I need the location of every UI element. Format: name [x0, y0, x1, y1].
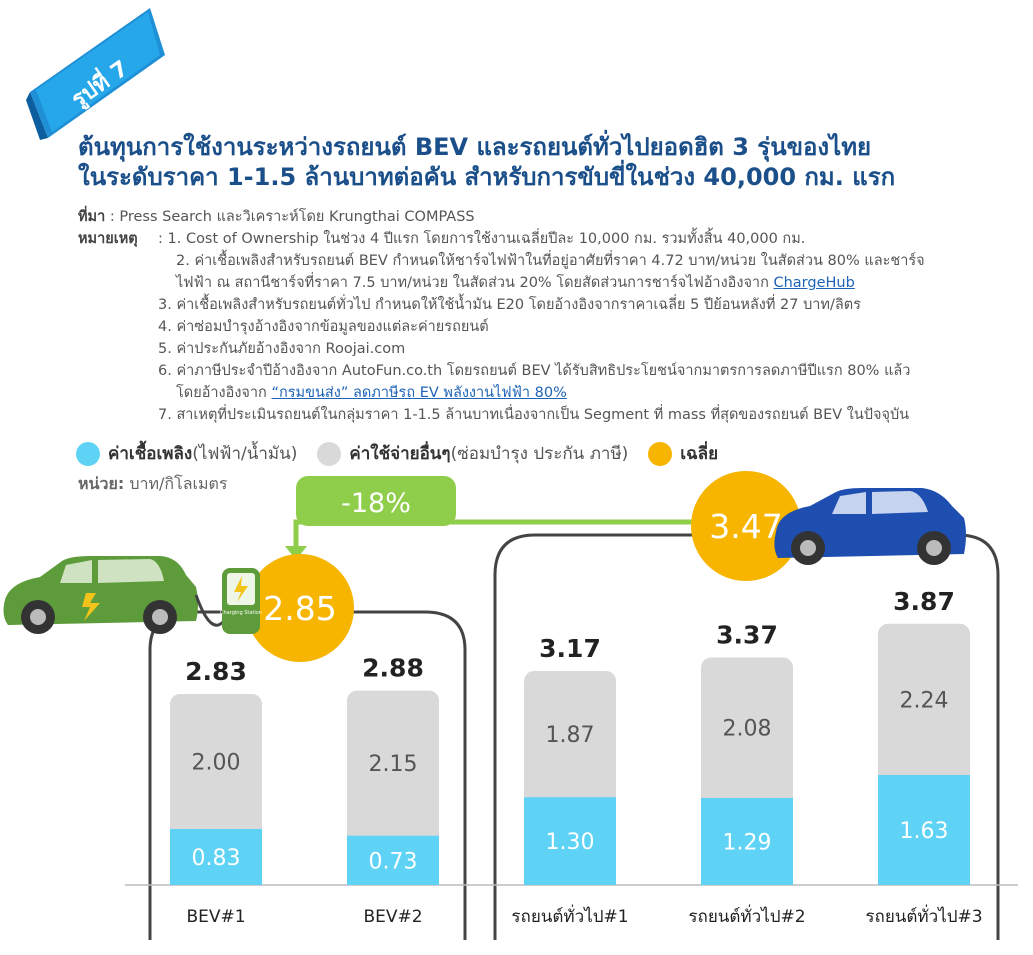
- x-tick-label-3: รถยนต์ทั่วไป#2: [688, 904, 805, 927]
- source-label: ที่มา: [78, 209, 106, 225]
- difference-arrowhead: [285, 546, 307, 560]
- chart-title: ต้นทุนการใช้งานระหว่างรถยนต์ BEV และรถยน…: [78, 132, 1018, 192]
- average-circle-0: [246, 554, 354, 662]
- bar-fuel-3: [701, 797, 793, 885]
- dlt-link[interactable]: “กรมขนส่ง” ลดภาษีรถ EV พลังงานไฟฟ้า 80%: [271, 385, 567, 401]
- data-label-other-0: 2.00: [192, 750, 241, 775]
- bar-other-4: [878, 623, 970, 787]
- unit-label: หน่วย:: [78, 474, 125, 493]
- note-5: 5. ค่าประกันภัยอ้างอิงจาก Roojai.com: [158, 341, 406, 357]
- bar-fuel-1: [347, 835, 439, 885]
- data-label-other-2: 1.87: [546, 723, 595, 748]
- legend-fuel: ค่าเชื้อเพลิง (ไฟฟ้า/น้ำมัน): [76, 440, 297, 467]
- charger-caption: Charging Station: [220, 610, 262, 616]
- data-label-fuel-3: 1.29: [723, 830, 772, 855]
- data-label-other-1: 2.15: [369, 752, 418, 777]
- data-label-fuel-2: 1.30: [546, 830, 595, 855]
- x-tick-label-1: BEV#2: [363, 907, 422, 927]
- data-label-other-4: 2.24: [900, 688, 949, 713]
- bar-other-1: [347, 690, 439, 848]
- source-line: ที่มา : Press Search และวิเคราะห์โดย Kru…: [78, 206, 1023, 228]
- data-label-total-3: 3.37: [716, 621, 778, 650]
- data-label-total-2: 3.17: [539, 634, 601, 663]
- title-line-1: ต้นทุนการใช้งานระหว่างรถยนต์ BEV และรถยน…: [78, 133, 872, 161]
- difference-label: -18%: [341, 488, 411, 519]
- data-label-fuel-4: 1.63: [900, 819, 949, 844]
- data-label-total-1: 2.88: [362, 654, 424, 683]
- x-tick-label-4: รถยนต์ทั่วไป#3: [865, 904, 982, 927]
- bar-fuel-0: [170, 828, 262, 885]
- data-label-total-4: 3.87: [893, 587, 955, 616]
- unit-text: บาท/กิโลเมตร: [124, 474, 228, 493]
- difference-connector: [293, 519, 700, 548]
- unit-line: หน่วย: บาท/กิโลเมตร: [78, 472, 228, 497]
- bar-other-3: [701, 657, 793, 810]
- title-line-2: ในระดับราคา 1-1.5 ล้านบาทต่อคัน สำหรับกา…: [78, 163, 896, 191]
- bar-other-0: [170, 693, 262, 841]
- ev-car-illustration: [3, 556, 198, 634]
- note-6b: โดยอ้างอิงจาก: [176, 385, 272, 401]
- data-label-other-3: 2.08: [723, 717, 772, 742]
- data-label-total-0: 2.83: [185, 657, 247, 686]
- note-7: 7. สาเหตุที่ประเมินรถยนต์ในกลุ่มราคา 1-1…: [158, 407, 910, 423]
- note-1: : 1. Cost of Ownership ในช่วง 4 ปีแรก โด…: [158, 231, 806, 247]
- x-tick-label-0: BEV#1: [186, 907, 245, 927]
- source-text: : Press Search และวิเคราะห์โดย Krungthai…: [105, 209, 475, 225]
- legend-average-swatch: [648, 441, 673, 466]
- bar-fuel-2: [524, 797, 616, 885]
- legend-average-label: เฉลี่ย: [680, 444, 719, 464]
- figure-badge: รูปที่ 7: [26, 8, 165, 140]
- note-2b: ไฟฟ้า ณ สถานีชาร์จที่ราคา 7.5 บาท/หน่วย …: [176, 275, 774, 291]
- notes-label: หมายเหตุ: [78, 231, 138, 247]
- legend: ค่าเชื้อเพลิง (ไฟฟ้า/น้ำมัน) ค่าใช้จ่ายอ…: [76, 440, 738, 467]
- charging-station-icon: Charging Station: [220, 568, 262, 634]
- note-2b-line: ไฟฟ้า ณ สถานีชาร์จที่ราคา 7.5 บาท/หน่วย …: [78, 272, 1023, 294]
- average-label-1: 3.47: [709, 507, 782, 546]
- legend-fuel-swatch: [76, 441, 100, 466]
- legend-average: เฉลี่ย: [648, 440, 718, 467]
- x-tick-label-2: รถยนต์ทั่วไป#1: [511, 904, 628, 927]
- chargehub-link[interactable]: ChargeHub: [773, 275, 855, 291]
- note-6a: 6. ค่าภาษีประจำปีอ้างอิงจาก AutoFun.co.t…: [158, 363, 911, 379]
- legend-fuel-label: ค่าเชื้อเพลิง: [108, 444, 193, 464]
- legend-fuel-detail: (ไฟฟ้า/น้ำมัน): [192, 444, 298, 464]
- note-3: 3. ค่าเชื้อเพลิงสำหรับรถยนต์ทั่วไป กำหนด…: [158, 297, 861, 313]
- legend-other-swatch: [317, 441, 342, 466]
- average-label-0: 2.85: [263, 589, 336, 628]
- average-circle-1: [691, 471, 801, 581]
- data-label-fuel-1: 0.73: [369, 849, 418, 874]
- data-label-fuel-0: 0.83: [192, 846, 241, 871]
- note-4: 4. ค่าซ่อมบำรุงอ้างอิงจากข้อมูลของแต่ละค…: [158, 319, 489, 335]
- bar-fuel-4: [878, 774, 970, 885]
- note-row-1: หมายเหตุ : 1. Cost of Ownership ในช่วง 4 …: [78, 228, 1023, 250]
- difference-box: [296, 476, 456, 526]
- legend-other-label: ค่าใช้จ่ายอื่นๆ: [349, 444, 451, 464]
- notes-block: ที่มา : Press Search และวิเคราะห์โดย Kru…: [78, 206, 1023, 426]
- legend-other: ค่าใช้จ่ายอื่นๆ (ซ่อมบำรุง ประกัน ภาษี): [317, 440, 628, 467]
- note-6b-line: โดยอ้างอิงจาก “กรมขนส่ง” ลดภาษีรถ EV พลั…: [78, 382, 1023, 404]
- legend-other-detail: (ซ่อมบำรุง ประกัน ภาษี): [450, 444, 629, 464]
- bar-other-2: [524, 671, 616, 810]
- note-2a: 2. ค่าเชื้อเพลิงสำหรับรถยนต์ BEV กำหนดให…: [176, 253, 925, 269]
- ice-car-illustration: [774, 488, 966, 565]
